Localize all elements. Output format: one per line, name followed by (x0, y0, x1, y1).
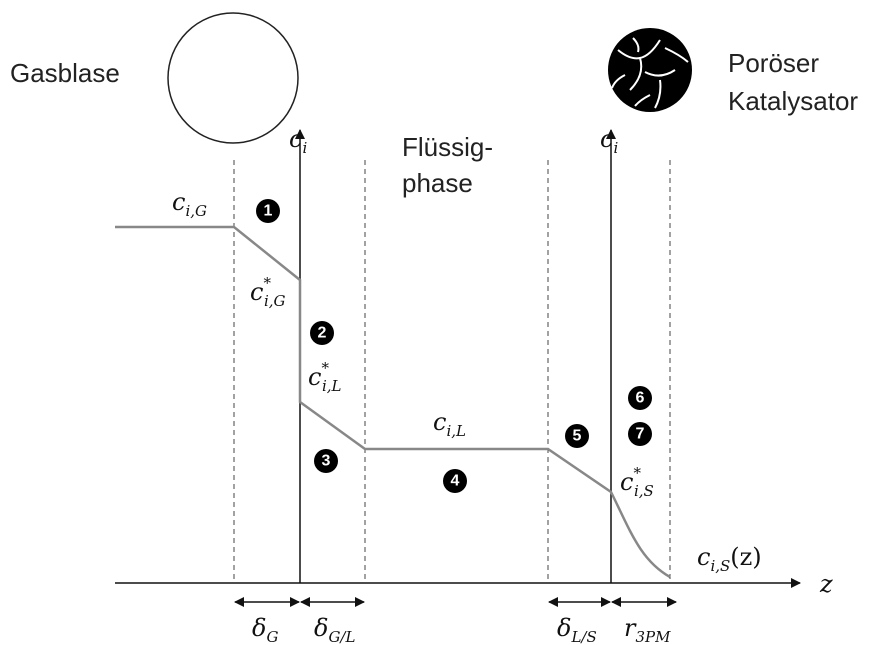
film-width-label: δG/L (314, 614, 355, 645)
step-number: 7 (636, 426, 645, 443)
catalyst-icon (608, 28, 692, 112)
film-width-label: r3PM (624, 614, 671, 645)
concentration-label: ci,L (433, 408, 466, 440)
concentration-label: ci,G (172, 188, 207, 220)
concentration-profile (115, 227, 670, 577)
film-width-label: δG (252, 614, 278, 645)
liquid-label: Flüssig- (402, 132, 493, 162)
step-number: 6 (636, 390, 645, 407)
step-number: 2 (318, 325, 327, 342)
concentration-label: c*i,L (308, 359, 342, 395)
gas-bubble (168, 13, 298, 143)
film-width-label: δL/S (557, 614, 597, 645)
catalyst-label: Katalysator (728, 86, 858, 116)
concentration-label: c*i,S (620, 464, 654, 500)
axis-label: ci (289, 125, 307, 157)
step-number: 1 (264, 203, 273, 220)
step-number: 3 (322, 453, 331, 470)
z-axis-label: z (819, 570, 833, 598)
step-number: 4 (451, 473, 460, 490)
concentration-label: c*i,G (250, 274, 286, 310)
axis-label: ci (600, 125, 618, 157)
concentration-label: ci,S(z) (697, 543, 762, 575)
gas-bubble-label: Gasblase (10, 58, 120, 88)
catalyst-label: Poröser (728, 48, 819, 78)
step-number: 5 (573, 428, 582, 445)
liquid-label: phase (402, 168, 473, 198)
diagram: Gasblase Poröser Katalysator Flüssig- ph… (0, 0, 895, 645)
